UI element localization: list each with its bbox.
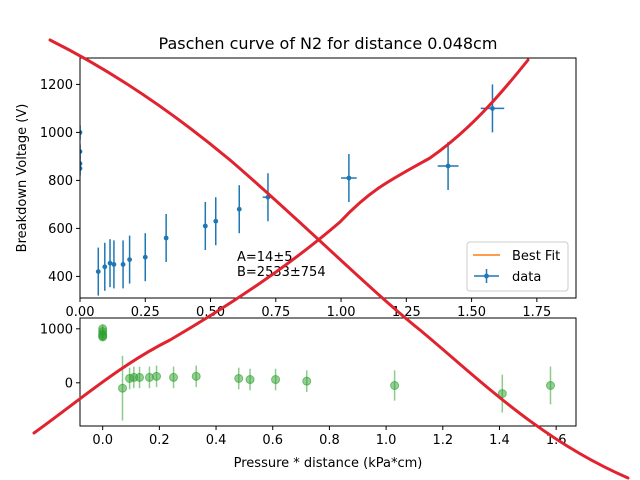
- top-x-tick-label: 1.75: [522, 305, 551, 320]
- residual-point: [302, 376, 312, 386]
- residual-point: [271, 375, 281, 385]
- data-point: [490, 106, 495, 111]
- legend-data-swatch-dot: [484, 273, 489, 279]
- data-point: [102, 264, 108, 270]
- data-point: [80, 149, 83, 154]
- bottom-x-tick-label: 0.0: [92, 433, 113, 448]
- bottom-x-tick-label: 1.2: [432, 433, 453, 448]
- red-stroke-ascending: [32, 58, 530, 435]
- y-axis-label: Breakdown Voltage (V): [15, 104, 30, 253]
- residual-point: [152, 371, 162, 381]
- data-point: [120, 262, 126, 267]
- residual-point: [191, 371, 201, 381]
- bottom-x-tick-label: 0.6: [262, 433, 283, 448]
- legend: Best Fit data: [466, 241, 569, 292]
- top-y-tick-label: 800: [48, 174, 73, 189]
- bottom-x-tick-label: 0.4: [206, 433, 227, 448]
- bottom-y-tick-label: 0: [65, 376, 73, 391]
- red-annotation-overlay: [32, 38, 630, 480]
- bottom-x-tick-label: 1.4: [489, 433, 510, 448]
- top-x-tick-label: 0.00: [66, 305, 95, 320]
- top-chart-panel: Paschen curve of N2 for distance 0.048cm…: [15, 34, 577, 320]
- fit-annotation-a: A=14±5: [237, 250, 293, 265]
- residual-point: [390, 381, 400, 390]
- top-y-tick-label: 600: [48, 222, 73, 237]
- data-point: [445, 163, 451, 169]
- legend-data-label: data: [512, 270, 541, 285]
- data-point: [236, 206, 242, 212]
- data-point: [95, 269, 101, 274]
- data-point: [107, 260, 113, 266]
- residual-point: [245, 375, 255, 385]
- bottom-x-tick-label: 1.0: [376, 433, 397, 448]
- x-axis-label: Pressure * distance (kPa*cm): [234, 456, 423, 471]
- residual-point: [234, 373, 244, 383]
- data-point: [111, 262, 117, 267]
- data-point: [80, 130, 83, 135]
- data-point: [163, 235, 169, 241]
- data-point: [346, 175, 352, 181]
- top-x-tick-label: 0.25: [131, 305, 160, 320]
- bottom-x-tick-label: 0.8: [319, 433, 340, 448]
- top-y-tick-label: 1000: [40, 126, 73, 141]
- residual-point: [118, 383, 128, 393]
- residual-point: [545, 381, 555, 390]
- bottom-y-tick-label: 1000: [40, 322, 73, 337]
- top-x-tick-label: 0.75: [261, 305, 290, 320]
- bottom-x-tick-label: 0.2: [149, 433, 170, 448]
- fit-annotation-b: B=2533±754: [237, 265, 326, 280]
- chart-title: Paschen curve of N2 for distance 0.048cm: [159, 34, 498, 53]
- top-x-tick-label: 0.50: [196, 305, 225, 320]
- legend-fit-label: Best Fit: [512, 249, 560, 264]
- data-point: [142, 254, 148, 260]
- data-point: [213, 218, 219, 224]
- residual-point: [169, 372, 179, 382]
- data-point: [127, 257, 132, 262]
- data-point: [202, 223, 208, 229]
- bottom-plot-frame: [79, 317, 577, 427]
- residual-point: [98, 332, 108, 342]
- red-stroke-descending: [48, 38, 630, 480]
- residual-point: [135, 372, 145, 382]
- top-x-tick-label: 1.50: [457, 305, 486, 320]
- top-plot-frame: [79, 57, 577, 299]
- data-point: [80, 166, 83, 171]
- top-x-tick-label: 1.25: [392, 305, 421, 320]
- top-x-tick-label: 1.00: [327, 305, 356, 320]
- top-y-tick-label: 400: [48, 270, 73, 285]
- top-y-tick-label: 1200: [40, 78, 73, 93]
